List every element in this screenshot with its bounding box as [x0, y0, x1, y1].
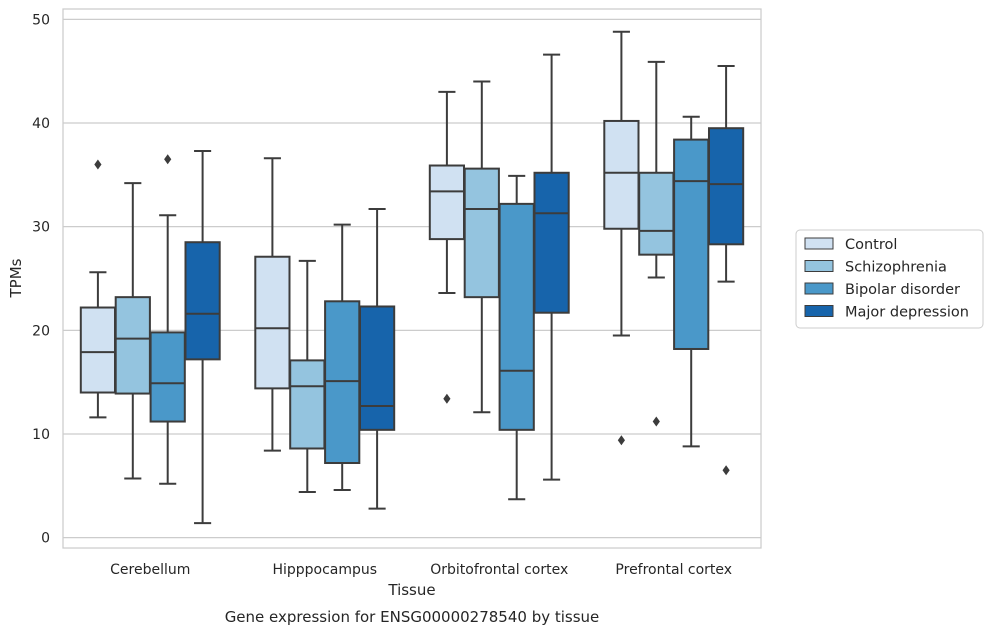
y-axis-label: TPMs — [7, 258, 25, 298]
outlier-point — [652, 416, 660, 427]
legend-swatch — [804, 305, 834, 317]
legend-label: Bipolar disorder — [845, 282, 960, 298]
y-tick-label: 10 — [32, 427, 50, 443]
box-iqr — [533, 171, 570, 314]
legend-item: Control — [804, 237, 897, 253]
legend-label: Schizophrenia — [845, 260, 947, 276]
box-iqr — [358, 305, 396, 431]
y-tick-label: 20 — [32, 323, 50, 339]
box-iqr — [428, 164, 466, 241]
box-plot — [463, 80, 500, 414]
box-iqr — [638, 171, 675, 256]
box-plot — [638, 60, 675, 427]
legend-swatch — [804, 282, 834, 295]
legend-swatch — [804, 237, 834, 250]
box-plot — [254, 157, 291, 452]
box-iqr — [673, 138, 710, 350]
x-tick-labels: Cerebellum Hipppocampus Orbitofrontal cort… — [110, 562, 732, 578]
box-iqr — [707, 127, 745, 246]
legend-label: Control — [845, 237, 897, 253]
box-plot — [707, 65, 745, 476]
legend-label: Major depression — [845, 305, 969, 321]
x-tick-label: Orbitofrontal cortex — [430, 562, 568, 578]
plot-frame — [62, 8, 762, 549]
figure-caption: Gene expression for ENSG00000278540 by t… — [225, 608, 600, 626]
gridlines — [63, 18, 761, 539]
box-plot — [184, 150, 221, 525]
box-plot — [428, 90, 466, 404]
box-plot — [324, 223, 361, 491]
box-iqr — [289, 359, 326, 450]
y-tick-label: 30 — [32, 220, 50, 236]
legend-item: Bipolar disorder — [804, 282, 960, 298]
box-iqr — [254, 255, 291, 390]
box-plot — [149, 154, 186, 485]
x-axis-label: Tissue — [387, 581, 435, 599]
box-iqr — [184, 241, 221, 361]
box-iqr — [603, 119, 640, 230]
legend-item: Schizophrenia — [804, 260, 947, 276]
outlier-point — [617, 435, 625, 446]
legend-swatch — [804, 260, 834, 272]
box-plot — [289, 259, 326, 494]
legend-frame — [795, 229, 984, 329]
plot-area-background — [63, 9, 761, 548]
outlier-point — [722, 465, 730, 476]
box-iqr — [498, 202, 535, 431]
legend-item: Major depression — [804, 305, 969, 321]
box-iqr — [114, 296, 151, 395]
box-plot — [603, 30, 640, 446]
outlier-point — [443, 393, 451, 404]
box-iqr — [463, 167, 500, 299]
box-iqr — [79, 306, 117, 394]
x-tick-label: Hipppocampus — [272, 562, 377, 578]
y-tick-labels: 0 10 20 30 40 50 — [32, 12, 50, 546]
outlier-point — [94, 159, 102, 170]
box-plot — [533, 53, 570, 481]
y-tick-label: 50 — [32, 12, 50, 28]
y-tick-label: 0 — [41, 531, 50, 547]
outlier-point — [164, 154, 172, 165]
legend: Control Schizophrenia Bipolar disorder Majo… — [795, 229, 984, 329]
box-iqr — [149, 331, 186, 423]
box-plot — [498, 174, 535, 501]
box-iqr — [324, 300, 361, 465]
box-plot — [114, 182, 151, 480]
x-tick-label: Prefrontal cortex — [615, 562, 732, 578]
x-tick-label: Cerebellum — [110, 562, 190, 578]
box-plot — [673, 115, 710, 448]
box-plots — [79, 30, 745, 525]
y-tick-label: 40 — [32, 116, 50, 132]
box-plot — [358, 208, 396, 510]
